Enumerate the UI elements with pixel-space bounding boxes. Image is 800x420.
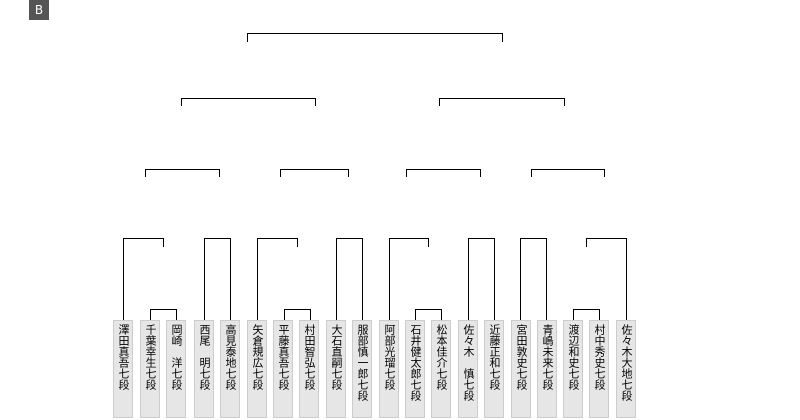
round3-line: [145, 169, 220, 177]
semifinal-line: [181, 98, 316, 106]
player-name: 渡辺和史七段: [563, 320, 583, 418]
player-name: 高見泰地七段: [220, 320, 240, 418]
round2-line: [257, 238, 298, 320]
player-name: 佐々木大地七段: [616, 320, 636, 418]
player-name: 千葉幸生七段: [140, 320, 160, 418]
player-name: 松本佳介七段: [431, 320, 451, 418]
round3-line: [280, 169, 349, 177]
round2-line: [336, 238, 363, 320]
final-line: [247, 33, 503, 42]
player-name: 大石直嗣七段: [326, 320, 346, 418]
round1-line: [150, 309, 177, 320]
player-name: 服部慎一郎七段: [352, 320, 372, 418]
round1-line: [573, 309, 600, 320]
semifinal-line: [439, 98, 565, 106]
round2-line: [586, 238, 627, 320]
round2-line: [389, 238, 429, 320]
player-name: 村田智弘七段: [299, 320, 319, 418]
round2-line: [520, 238, 547, 320]
player-name: 石井健太郎七段: [405, 320, 425, 418]
round3-line: [406, 169, 481, 177]
round2-line: [123, 238, 164, 320]
player-name: 宮田敦史七段: [511, 320, 531, 418]
player-name: 佐々木 慎七段: [458, 320, 478, 418]
player-name: 岡崎 洋七段: [166, 320, 186, 418]
player-name: 澤田真吾七段: [113, 320, 133, 418]
player-name: 近藤正和七段: [484, 320, 504, 418]
player-name: 青嶋未来七段: [537, 320, 557, 418]
round3-line: [531, 169, 605, 177]
player-name: 平藤真吾七段: [273, 320, 293, 418]
round2-line: [204, 238, 231, 320]
player-name: 阿部光瑠七段: [379, 320, 399, 418]
round1-line: [284, 309, 311, 320]
badge: B: [29, 0, 49, 20]
player-name: 西尾 明七段: [194, 320, 214, 418]
player-name: 矢倉規広七段: [247, 320, 267, 418]
player-name: 村中秀史七段: [589, 320, 609, 418]
round2-line: [468, 238, 495, 320]
round1-line: [415, 309, 442, 320]
